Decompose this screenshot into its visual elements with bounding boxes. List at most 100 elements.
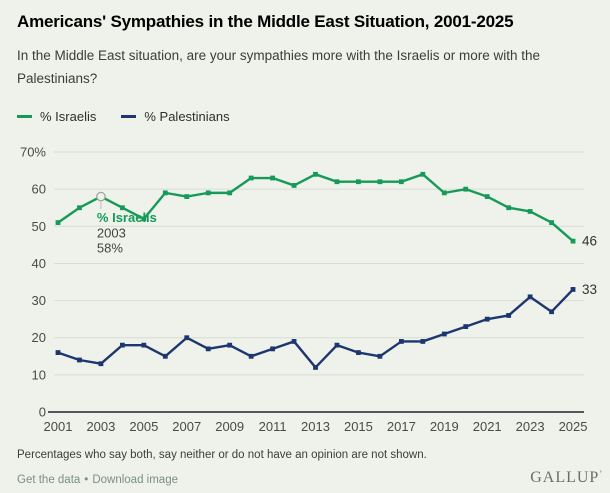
survey-question: In the Middle East situation, are your s… [17,44,590,90]
data-point-marker [527,209,533,214]
data-point-marker [484,316,490,322]
x-axis-tick-label: 2009 [215,419,244,434]
data-point-marker [141,342,147,348]
data-point-marker [463,324,469,329]
x-axis-tick-label: 2007 [172,419,201,434]
data-point-marker [291,183,297,188]
data-point-marker [77,357,82,363]
x-axis-tick-label: 2005 [129,419,158,434]
legend-label: % Israelis [40,109,97,124]
legend-label: % Palestinians [144,109,230,124]
data-point-marker [313,365,318,370]
x-axis-tick-label: 2021 [473,419,502,434]
chart-footnote: Percentages who say both, say neither or… [17,449,427,461]
page-title: Americans' Sympathies in the Middle East… [17,12,514,31]
data-point-marker [356,350,361,355]
x-axis-tick-label: 2011 [259,419,287,434]
series-line-0 [57,173,574,243]
data-point-marker [119,205,125,211]
data-point-marker [184,335,190,341]
data-point-marker [313,171,318,177]
y-axis-tick-label: 20 [32,330,46,345]
data-point-marker [55,220,61,225]
data-point-marker [184,194,190,199]
download-image-link[interactable]: Download image [92,474,178,486]
data-point-marker [248,175,254,181]
data-point-marker [227,190,233,196]
survey-question-line-2: Palestinians? [17,71,98,86]
data-point-marker [377,179,383,185]
series-end-value-label: 33 [582,282,597,297]
data-point-marker [227,342,233,348]
line-chart: 0 10 20 30 40 50 60 70% 2001 2003 2005 2007 2009 2011… [0,134,610,438]
y-axis-tick-label: 50 [32,219,46,234]
data-point-marker [334,342,340,348]
data-point-marker [420,339,426,344]
gallup-wordmark: GALLUP [530,469,600,486]
x-axis-tick-label: 2003 [86,419,115,434]
x-axis-tick-label: 2025 [559,419,588,434]
data-point-marker [398,339,404,344]
y-axis-tick-label: 30 [32,293,46,308]
data-point-marker [291,339,297,344]
x-axis-tick-label: 2023 [516,419,545,434]
data-point-marker [506,313,512,318]
data-point-marker [356,179,361,185]
annotation-value-label: 58% [97,241,123,256]
data-point-marker [398,179,404,185]
legend-item-0: % Israelis [17,109,96,124]
data-point-marker [98,361,104,367]
data-point-marker [205,346,211,352]
survey-question-line-1: In the Middle East situation, are your s… [17,48,540,63]
data-point-marker [527,294,533,300]
chart-legend: % Israelis % Palestinians [17,109,230,124]
annotation-series-label: % Israelis [97,210,157,225]
link-separator: • [84,474,89,486]
y-axis-tick-label: 60 [32,182,46,197]
data-point-marker [420,171,426,177]
chart-canvas: 0 10 20 30 40 50 60 70% 2001 2003 2005 2007 2009 2011… [20,145,597,434]
series-end-value-label: 46 [582,234,597,249]
data-point-marker [248,353,254,359]
data-point-marker [377,353,383,359]
data-point-marker [441,190,447,196]
data-point-marker [334,179,340,185]
data-point-marker [162,353,168,359]
data-point-marker [77,205,82,211]
data-point-marker [549,220,554,225]
y-axis-tick-label: 40 [32,256,46,271]
data-point-marker [119,342,125,348]
data-point-marker [270,175,275,181]
footer-links: Get the data • Download image [17,474,178,486]
legend-swatch-icon [121,115,137,118]
y-axis-tick-label: 10 [32,367,46,382]
y-axis-tick-label: 70% [20,145,46,160]
x-axis-tick-label: 2017 [387,419,416,434]
data-point-marker [549,309,554,315]
data-point-marker [55,350,61,355]
x-axis-tick-label: 2013 [301,419,330,434]
get-the-data-link[interactable]: Get the data [17,474,81,486]
x-axis-tick-label: 2001 [44,419,73,434]
data-point-marker [484,194,490,199]
series-line-1 [57,288,574,369]
data-point-marker [570,287,576,292]
data-point-marker [570,238,576,244]
x-axis-tick-label: 2019 [430,419,459,434]
data-point-marker [205,190,211,196]
legend-swatch-icon [17,115,32,118]
data-point-marker [141,216,147,222]
annotation-year-label: 2003 [97,226,126,241]
data-point-marker [270,346,275,352]
x-axis-tick-label: 2015 [344,419,373,434]
gallup-trademark-icon: ʼ [599,469,603,478]
data-point-marker [506,205,512,211]
y-axis-tick-label: 0 [39,405,46,420]
legend-item-1: % Palestinians [121,109,230,124]
gallup-logo: GALLUPʼ [530,469,603,487]
annotation-ring-marker [96,191,106,202]
data-point-marker [441,331,447,337]
data-point-marker [463,186,469,192]
data-point-marker [162,190,168,196]
